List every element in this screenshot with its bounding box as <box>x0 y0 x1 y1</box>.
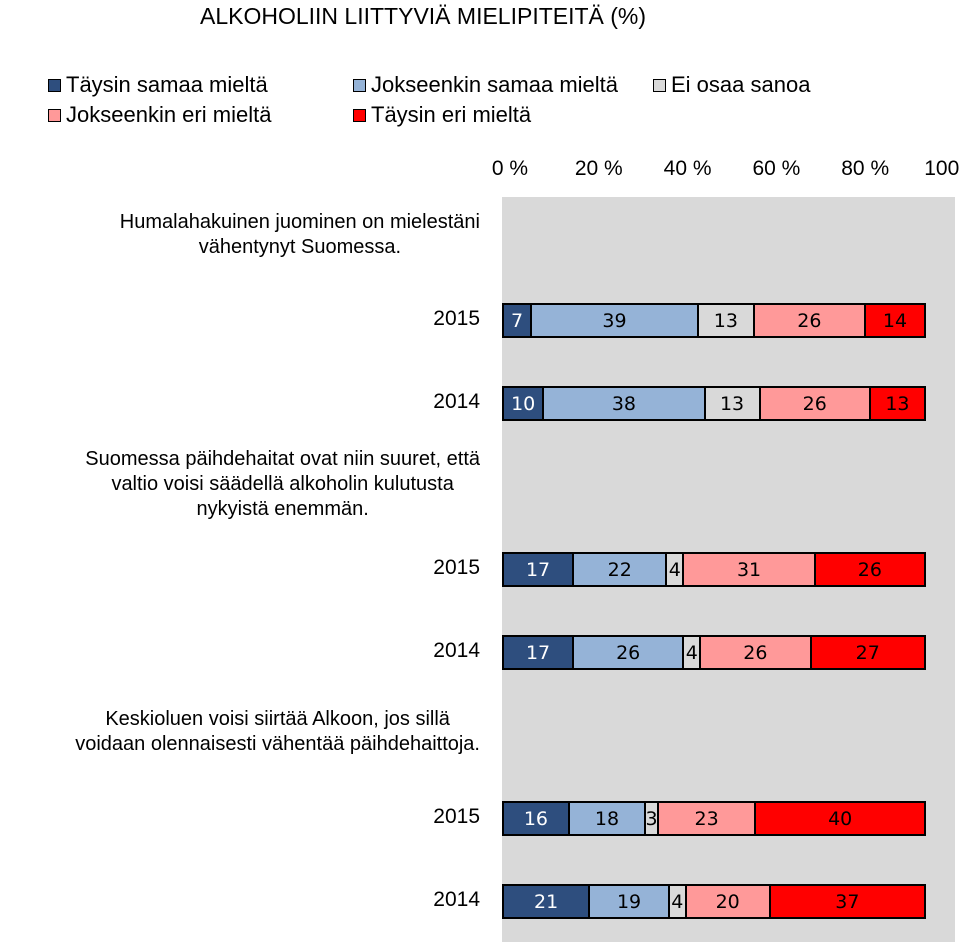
bar-segment: 21 <box>502 884 591 919</box>
bar-segment: 4 <box>684 635 702 670</box>
bar-segment: 4 <box>669 884 687 919</box>
bar-value-label: 3 <box>645 807 658 830</box>
x-tick-label: 0 % <box>491 157 529 180</box>
bar-value-label: 31 <box>736 558 762 581</box>
bar-segment: 26 <box>754 303 867 338</box>
bar-value-label: 20 <box>715 890 740 913</box>
bar-value-label: 21 <box>533 890 559 913</box>
bar-segment: 38 <box>544 386 706 421</box>
legend-item: Täysin samaa mieltä <box>48 72 268 98</box>
bar-value-label: 26 <box>797 309 822 332</box>
bar-segment: 26 <box>760 386 871 421</box>
bar-value-label: 16 <box>523 807 548 830</box>
legend-label: Jokseenkin eri mieltä <box>66 102 272 127</box>
legend-label: Täysin eri mieltä <box>371 102 532 127</box>
bar-value-label: 4 <box>671 890 684 913</box>
bar-value-label: 17 <box>525 558 551 581</box>
x-tick-label: 100 % <box>924 157 960 180</box>
legend-item: Jokseenkin eri mieltä <box>48 102 271 128</box>
bar-segment: 26 <box>701 635 812 670</box>
bar-segment: 10 <box>502 386 545 421</box>
year-label: 2015 <box>433 556 480 579</box>
bar-value-label: 23 <box>694 807 719 830</box>
x-tick-label: 80 % <box>841 157 890 180</box>
legend-item: Jokseenkin samaa mieltä <box>353 72 618 98</box>
x-tick-label: 20 % <box>574 157 623 180</box>
bar-segment: 13 <box>705 386 761 421</box>
bar-segment: 13 <box>699 303 755 338</box>
legend-label: Ei osaa sanoa <box>671 72 811 97</box>
bar-value-label: 26 <box>743 641 768 664</box>
bar-segment: 26 <box>574 635 685 670</box>
x-tick-label: 60 % <box>752 157 801 180</box>
bar-value-label: 13 <box>713 309 738 332</box>
bar-value-label: 27 <box>855 641 880 664</box>
bar-value-label: 39 <box>602 309 627 332</box>
bar-value-label: 37 <box>835 890 860 913</box>
bar-segment: 4 <box>667 552 685 587</box>
bar-segment: 37 <box>770 884 926 919</box>
legend-swatch <box>653 78 666 92</box>
legend-label: Täysin samaa mieltä <box>66 72 268 97</box>
bar-segment: 7 <box>502 303 532 338</box>
bar-value-label: 40 <box>828 807 853 830</box>
bar-segment: 23 <box>658 801 757 836</box>
bar-value-label: 14 <box>882 309 908 332</box>
bar-segment: 26 <box>815 552 926 587</box>
legend-label: Jokseenkin samaa mieltä <box>371 72 619 97</box>
year-label: 2015 <box>433 307 480 330</box>
bar-value-label: 26 <box>802 392 827 415</box>
year-label: 2014 <box>433 888 480 911</box>
bar-value-label: 26 <box>616 641 641 664</box>
bar-segment: 13 <box>870 386 926 421</box>
bar-value-label: 18 <box>594 807 620 830</box>
year-label: 2014 <box>433 639 480 662</box>
bar-value-label: 10 <box>511 392 536 415</box>
bar-segment: 18 <box>569 801 647 836</box>
bar-value-label: 19 <box>616 890 642 913</box>
legend-item: Ei osaa sanoa <box>653 72 810 98</box>
legend-swatch <box>353 78 366 92</box>
bar-value-label: 13 <box>719 392 745 415</box>
legend-swatch <box>48 108 61 122</box>
bar-segment: 19 <box>590 884 670 919</box>
bar-segment: 17 <box>502 635 575 670</box>
bar-value-label: 38 <box>611 392 637 415</box>
chart-title: ALKOHOLIIN LIITTYVIÄ MIELIPITEITÄ (%) <box>200 3 647 29</box>
bar-value-label: 13 <box>885 392 910 415</box>
question-label: Keskioluen voisi siirtää Alkoon, jos sil… <box>75 708 480 755</box>
bar-segment: 39 <box>531 303 699 338</box>
bar-segment: 20 <box>686 884 771 919</box>
bar-value-label: 26 <box>857 558 882 581</box>
bar-segment: 31 <box>684 552 816 587</box>
bar-segment: 17 <box>502 552 575 587</box>
bar-segment: 3 <box>645 801 659 836</box>
bar-segment: 22 <box>574 552 668 587</box>
bar-value-label: 17 <box>525 641 551 664</box>
x-tick-label: 40 % <box>663 157 712 180</box>
bar-segment: 16 <box>502 801 570 836</box>
bar-value-label: 4 <box>668 558 681 581</box>
year-label: 2014 <box>433 390 480 413</box>
bar-value-label: 4 <box>685 641 698 664</box>
legend-item: Täysin eri mieltä <box>353 102 531 128</box>
question-label: Suomessa päihdehaitat ovat niin suuret, … <box>85 448 480 520</box>
bar-value-label: 22 <box>607 558 632 581</box>
legend-swatch <box>353 108 366 122</box>
bar-segment: 27 <box>811 635 926 670</box>
legend-swatch <box>48 78 61 92</box>
bar-value-label: 7 <box>510 309 524 332</box>
bar-segment: 14 <box>866 303 926 338</box>
bar-segment: 40 <box>756 801 926 836</box>
year-label: 2015 <box>433 805 480 828</box>
question-label: Humalahakuinen juominen on mielestäni vä… <box>119 211 480 258</box>
